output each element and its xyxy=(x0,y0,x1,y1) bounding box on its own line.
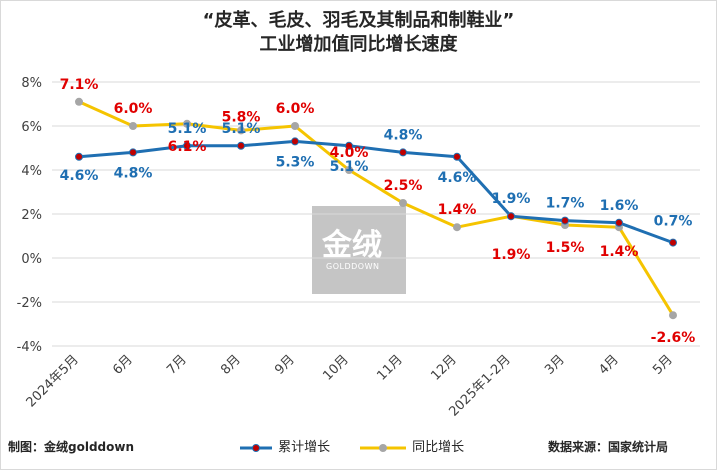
x-tick-label: 12月 xyxy=(428,352,459,383)
series-line-cumulative xyxy=(78,139,674,245)
data-label-cumulative: 1.9% xyxy=(492,191,531,207)
chart-title-line2: 工业增加值同比增长速度 xyxy=(259,34,458,55)
x-tick-label: 4月 xyxy=(596,352,622,378)
data-label-cumulative: 4.6% xyxy=(60,168,99,184)
point-cumulative xyxy=(291,137,299,146)
legend-swatch-yoy xyxy=(360,443,406,452)
data-label-cumulative: 5.1% xyxy=(222,121,261,137)
data-label-yoy: 4.0% xyxy=(330,145,369,161)
point-cumulative xyxy=(507,212,515,221)
data-label-yoy: 5.8% xyxy=(222,109,261,125)
legend-item-cumulative: 累计增长 xyxy=(238,436,330,455)
series-line-yoy xyxy=(78,100,675,316)
data-label-yoy: 1.4% xyxy=(600,244,639,260)
y-tick-label: -4% xyxy=(17,340,42,355)
data-label-yoy: 6.0% xyxy=(276,101,315,117)
data-label-cumulative: 1.6% xyxy=(600,198,639,214)
legend-label-cumulative: 累计增长 xyxy=(278,440,331,455)
y-tick-label: 4% xyxy=(21,164,42,179)
data-label-cumulative: 4.6% xyxy=(438,170,477,186)
legend-item-yoy: 同比增长 xyxy=(358,436,464,455)
data-label-cumulative: 0.7% xyxy=(654,214,693,230)
x-tick-label: 11月 xyxy=(374,352,405,383)
point-yoy xyxy=(453,223,461,232)
x-tick-label: 5月 xyxy=(650,352,676,378)
data-label-cumulative: 1.7% xyxy=(546,196,585,212)
data-label-yoy: 1.4% xyxy=(438,202,477,218)
point-yoy xyxy=(345,166,353,174)
point-cumulative xyxy=(669,238,677,247)
y-tick-label: 0% xyxy=(21,252,42,267)
x-tick-label: 2024年5月 xyxy=(24,352,82,410)
x-tick-label: 3月 xyxy=(542,352,568,378)
data-label-yoy: 6.1% xyxy=(168,139,207,155)
data-label-yoy: 7.1% xyxy=(60,77,99,93)
point-yoy xyxy=(237,126,245,135)
point-cumulative xyxy=(75,152,83,161)
data-label-yoy: 2.5% xyxy=(384,178,423,194)
y-tick-label: 8% xyxy=(21,76,42,91)
data-label-yoy: 6.0% xyxy=(114,101,153,117)
y-tick-label: 2% xyxy=(21,208,42,223)
point-cumulative xyxy=(345,141,353,150)
x-tick-label: 9月 xyxy=(272,352,298,378)
data-label-cumulative: 5.3% xyxy=(276,154,315,170)
data-label-yoy: 1.5% xyxy=(546,240,585,256)
watermark-subtext: GOLDDOWN xyxy=(326,262,380,271)
legend-label-yoy: 同比增长 xyxy=(412,440,465,455)
point-cumulative xyxy=(561,216,569,225)
footer-maker: 制图：金绒golddown xyxy=(8,440,135,454)
data-label-cumulative: 5.1% xyxy=(168,121,207,137)
point-cumulative xyxy=(399,148,407,157)
point-cumulative xyxy=(129,148,137,157)
data-label-cumulative: 4.8% xyxy=(114,165,153,181)
point-cumulative xyxy=(237,141,245,150)
legend-swatch-cumulative xyxy=(240,443,272,452)
y-tick-label: -2% xyxy=(17,296,42,311)
point-yoy xyxy=(399,199,407,207)
point-yoy xyxy=(291,122,299,130)
data-label-cumulative: 4.8% xyxy=(384,127,423,143)
x-tick-label: 8月 xyxy=(218,352,244,378)
x-tick-label: 7月 xyxy=(164,352,190,378)
point-yoy xyxy=(75,97,83,106)
footer-source: 数据来源：国家统计局 xyxy=(548,440,669,454)
point-cumulative xyxy=(453,152,461,161)
chart-title-line1: “皮革、毛皮、羽毛及其制品和制鞋业” xyxy=(202,10,515,31)
x-tick-label: 10月 xyxy=(320,352,351,383)
x-tick-label: 6月 xyxy=(110,352,136,378)
watermark-text: 金绒 xyxy=(322,228,382,263)
y-tick-label: 6% xyxy=(21,120,42,135)
data-label-yoy: -2.6% xyxy=(651,330,696,346)
watermark-logo: 金绒 GOLDDOWN xyxy=(312,206,406,294)
point-cumulative xyxy=(615,218,623,227)
point-yoy xyxy=(669,311,677,320)
point-yoy xyxy=(183,119,191,128)
data-label-yoy: 1.9% xyxy=(492,247,531,263)
point-yoy xyxy=(129,122,137,130)
point-cumulative xyxy=(183,141,191,150)
data-label-cumulative: 5.1% xyxy=(330,159,369,175)
